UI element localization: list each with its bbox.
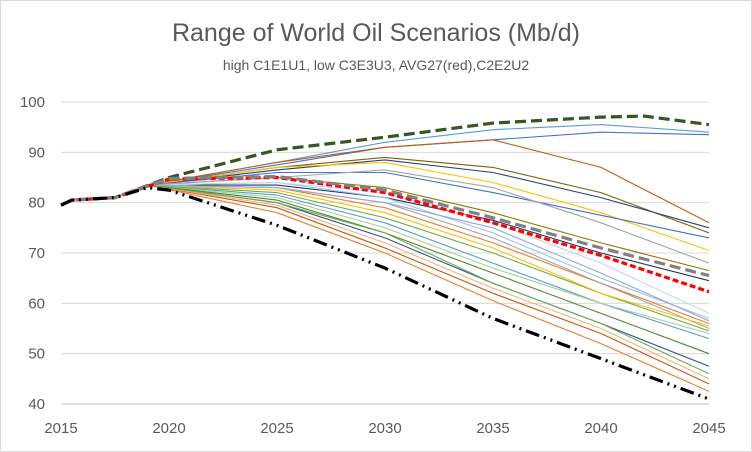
x-tick-label: 2020 xyxy=(152,420,185,437)
series-line xyxy=(60,161,710,252)
y-tick-label: 40 xyxy=(28,396,45,413)
series-line xyxy=(60,184,710,332)
y-tick-label: 60 xyxy=(28,295,45,312)
series-avg-line xyxy=(60,175,710,294)
y-tick-label: 80 xyxy=(28,195,45,212)
x-axis-labels: 2015 2020 2025 2030 2035 2040 2045 xyxy=(44,420,725,437)
chart-subtitle: high C1E1U1, low C3E3U3, AVG27(red),C2E2… xyxy=(222,57,530,73)
y-tick-label: 70 xyxy=(28,245,45,262)
series-low-line xyxy=(60,186,710,401)
x-tick-label: 2045 xyxy=(692,420,725,437)
x-tick-label: 2025 xyxy=(260,420,293,437)
y-tick-label: 90 xyxy=(28,144,45,161)
x-tick-label: 2035 xyxy=(476,420,509,437)
series-line xyxy=(60,184,710,325)
y-axis: 40 50 60 70 80 90 100 xyxy=(20,94,45,413)
series-line xyxy=(60,184,710,375)
x-tick-label: 2030 xyxy=(368,420,401,437)
chart-title: Range of World Oil Scenarios (Mb/d) xyxy=(171,19,581,47)
x-tick-label: 2040 xyxy=(584,420,617,437)
y-tick-label: 50 xyxy=(28,346,45,363)
x-tick-label: 2015 xyxy=(44,420,77,437)
series-mid-line xyxy=(60,174,710,278)
y-tick-label: 100 xyxy=(20,94,45,111)
series-line xyxy=(60,156,710,234)
highlight-lines xyxy=(60,114,710,401)
series-lines xyxy=(60,124,710,392)
